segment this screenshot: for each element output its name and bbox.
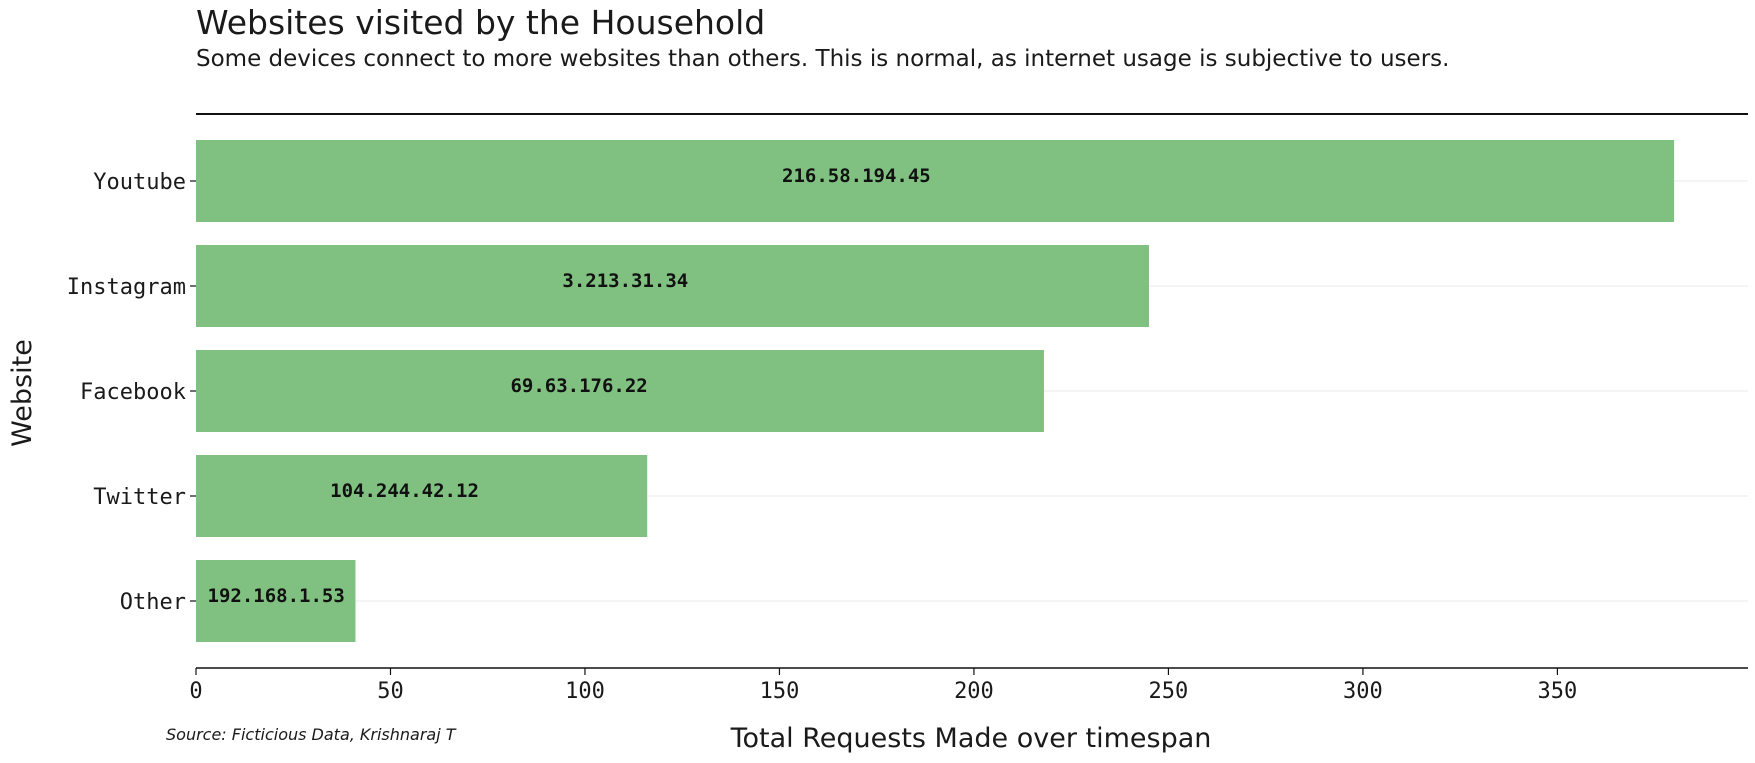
- y-axis-tick-labels: Youtube Instagram Facebook Twitter Other: [67, 170, 196, 615]
- bar-label: 192.168.1.53: [208, 585, 345, 607]
- y-axis-label: Website: [7, 339, 38, 447]
- bar-facebook: [196, 350, 1044, 432]
- x-tick-label: 150: [760, 679, 800, 704]
- chart-title: Websites visited by the Household: [196, 3, 765, 42]
- x-tick-label: 0: [189, 679, 202, 704]
- bar-twitter: [196, 455, 648, 537]
- x-tick-label: 350: [1538, 679, 1578, 704]
- x-tick-label: 200: [954, 679, 994, 704]
- bar-instagram: [196, 245, 1149, 327]
- bar-other: [196, 560, 356, 642]
- category-label-twitter: Twitter: [93, 485, 186, 510]
- source-note: Source: Ficticious Data, Krishnaraj T: [166, 725, 457, 744]
- bar-labels: 216.58.194.45 3.213.31.34 69.63.176.22 104.…: [208, 165, 931, 607]
- bar-label: 3.213.31.34: [562, 270, 688, 292]
- category-label-instagram: Instagram: [67, 275, 186, 300]
- bar-youtube: [196, 140, 1675, 222]
- chart-subtitle: Some devices connect to more websites th…: [196, 46, 1449, 72]
- x-tick-label: 50: [377, 679, 404, 704]
- category-label-youtube: Youtube: [93, 170, 186, 195]
- category-label-other: Other: [120, 590, 186, 615]
- x-axis-ticks: 0 50 100 150 200 250 300 350: [189, 668, 1577, 704]
- x-tick-label: 300: [1343, 679, 1383, 704]
- bar-label: 69.63.176.22: [510, 375, 647, 397]
- bars: [196, 140, 1675, 642]
- x-axis-label: Total Requests Made over timespan: [730, 723, 1212, 754]
- bar-label: 216.58.194.45: [782, 165, 931, 187]
- x-tick-label: 250: [1149, 679, 1189, 704]
- category-label-facebook: Facebook: [80, 380, 186, 405]
- bar-label: 104.244.42.12: [330, 480, 479, 502]
- x-tick-label: 100: [565, 679, 605, 704]
